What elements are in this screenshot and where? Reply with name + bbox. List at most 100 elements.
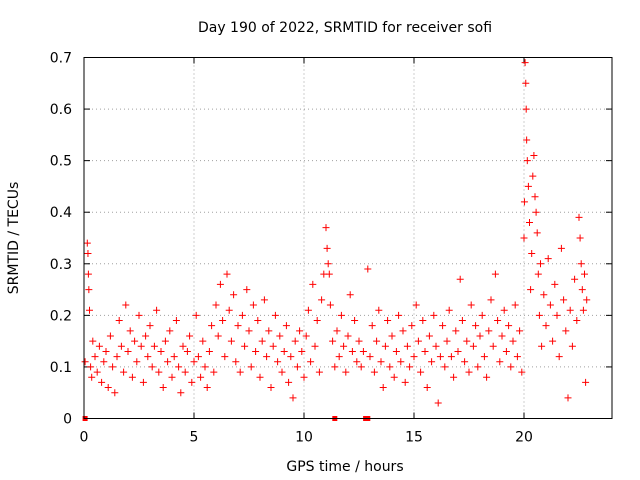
data-point — [126, 327, 134, 335]
data-point — [102, 347, 110, 355]
data-point — [311, 342, 319, 350]
data-point — [83, 239, 91, 247]
data-point — [509, 337, 517, 345]
data-point — [304, 306, 312, 314]
data-point — [476, 332, 484, 340]
data-point — [557, 244, 565, 252]
data-point — [298, 347, 306, 355]
data-point — [293, 363, 301, 371]
data-point — [439, 322, 447, 330]
data-point — [535, 311, 543, 319]
data-point — [553, 311, 561, 319]
data-point — [505, 322, 513, 330]
data-point — [452, 327, 460, 335]
data-point — [348, 347, 356, 355]
data-point — [522, 105, 530, 113]
data-point — [370, 368, 378, 376]
data-point — [265, 327, 273, 335]
data-point — [199, 337, 207, 345]
data-point — [485, 327, 493, 335]
data-point — [324, 260, 332, 268]
data-point — [223, 270, 231, 278]
data-point — [384, 317, 392, 325]
data-point — [326, 301, 334, 309]
data-point — [139, 378, 147, 386]
data-point — [120, 368, 128, 376]
data-point — [496, 358, 504, 366]
data-point — [221, 353, 229, 361]
data-point — [403, 342, 411, 350]
data-point — [401, 378, 409, 386]
data-point — [322, 224, 330, 232]
axis-ticks: 0 0.1 0.2 0.3 0.4 0.5 0.6 0.7 0 5 10 15 20 — [50, 51, 612, 446]
data-point — [115, 317, 123, 325]
data-point — [353, 358, 361, 366]
data-point — [518, 368, 526, 376]
data-point — [159, 384, 167, 392]
data-point — [128, 373, 136, 381]
data-point — [377, 358, 385, 366]
data-point — [155, 368, 163, 376]
data-point — [571, 275, 579, 283]
data-point — [507, 363, 515, 371]
data-point — [201, 363, 209, 371]
data-point — [109, 363, 117, 371]
data-point — [337, 311, 345, 319]
data-point — [381, 342, 389, 350]
data-point — [315, 368, 323, 376]
data-point — [538, 342, 546, 350]
data-point — [95, 342, 103, 350]
y-tick-label: 0.4 — [50, 205, 72, 221]
data-point — [421, 347, 429, 355]
data-point — [513, 353, 521, 361]
data-point — [366, 353, 374, 361]
y-tick-label: 0.3 — [50, 257, 72, 273]
data-point — [531, 193, 539, 201]
data-point — [323, 244, 331, 252]
y-axis-label: SRMTID / TECUs — [6, 182, 22, 295]
data-point — [197, 373, 205, 381]
data-point — [89, 337, 97, 345]
data-point — [582, 378, 590, 386]
data-point — [434, 399, 442, 407]
data-point — [216, 280, 224, 288]
data-point — [157, 347, 165, 355]
x-tick-label: 20 — [515, 430, 533, 446]
data-point — [417, 368, 425, 376]
data-point — [243, 286, 251, 294]
data-point — [534, 270, 542, 278]
data-point — [302, 332, 310, 340]
data-point — [342, 368, 350, 376]
data-point — [524, 182, 532, 190]
data-point — [234, 322, 242, 330]
data-point — [430, 311, 438, 319]
data-point — [576, 234, 584, 242]
data-point — [245, 327, 253, 335]
data-point — [533, 229, 541, 237]
data-point — [170, 353, 178, 361]
data-point — [447, 353, 455, 361]
grid-layer — [84, 57, 612, 419]
data-point — [258, 337, 266, 345]
data-point — [542, 322, 550, 330]
data-point — [480, 353, 488, 361]
data-point — [86, 306, 93, 314]
data-point — [133, 358, 141, 366]
data-point — [84, 270, 92, 278]
data-point — [478, 311, 486, 319]
data-point — [373, 337, 381, 345]
data-point — [522, 79, 530, 87]
data-point — [423, 384, 431, 392]
data-point — [181, 368, 189, 376]
data-point — [122, 301, 130, 309]
data-point — [271, 311, 279, 319]
data-point — [276, 332, 284, 340]
data-point — [368, 322, 376, 330]
data-point — [581, 270, 588, 278]
data-point — [210, 368, 218, 376]
data-point — [340, 342, 348, 350]
x-axis-label: GPS time / hours — [286, 459, 403, 475]
data-point — [511, 301, 519, 309]
data-point — [551, 280, 559, 288]
data-point — [472, 322, 480, 330]
